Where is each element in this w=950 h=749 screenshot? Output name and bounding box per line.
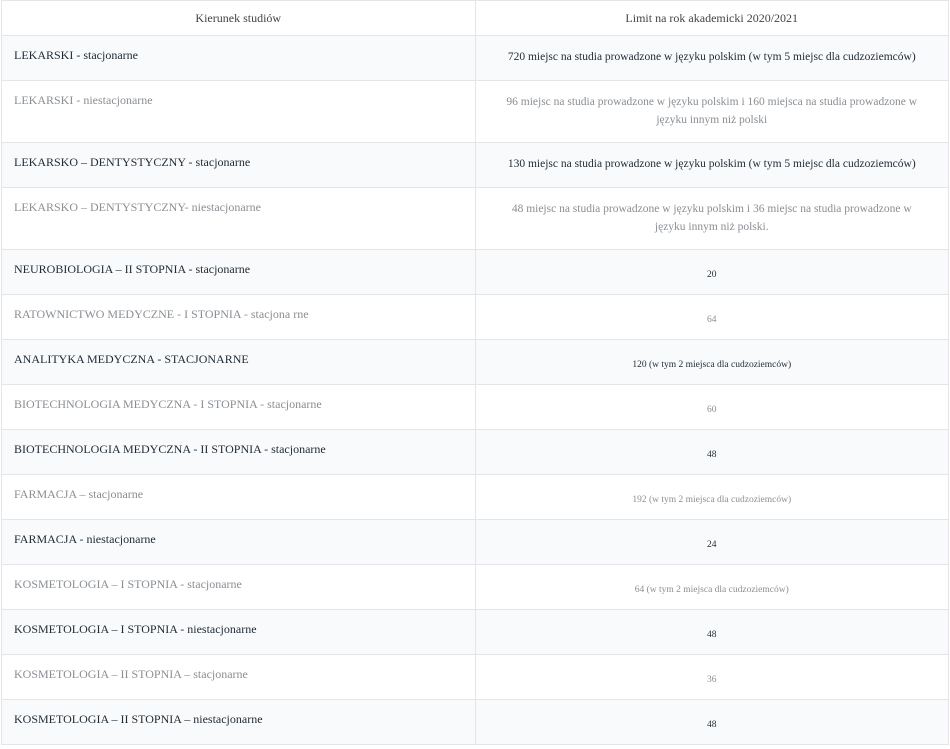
limit-cell: 48: [474, 609, 949, 655]
limit-cell: 24: [474, 519, 949, 565]
table-row: BIOTECHNOLOGIA MEDYCZNA - II STOPNIA - s…: [1, 429, 949, 475]
field-of-study-cell: FARMACJA - niestacjonarne: [1, 519, 476, 565]
limit-cell: 192 (w tym 2 miejsca dla cudzoziemców): [474, 474, 949, 520]
limit-cell: 130 miejsc na studia prowadzone w języku…: [474, 142, 949, 188]
limit-cell: 64: [474, 294, 949, 340]
field-of-study-cell: RATOWNICTWO MEDYCZNE - I STOPNIA - stacj…: [1, 294, 476, 340]
table-row: ANALITYKA MEDYCZNA - STACJONARNE 120 (w t…: [1, 339, 949, 385]
table-row: FARMACJA – stacjonarne 192 (w tym 2 miejs…: [1, 474, 949, 520]
table-row: LEKARSKO – DENTYSTYCZNY - stacjonarne 130…: [1, 142, 949, 188]
field-of-study-cell: KOSMETOLOGIA – I STOPNIA - stacjonarne: [1, 564, 476, 610]
limit-cell: 120 (w tym 2 miejsca dla cudzoziemców): [474, 339, 949, 385]
table-row: LEKARSKI - stacjonarne 720 miejsc na stud…: [1, 35, 949, 81]
field-of-study-cell: LEKARSKI - niestacjonarne: [1, 80, 476, 143]
limit-cell: 48 miejsc na studia prowadzone w języku …: [474, 187, 949, 250]
field-of-study-cell: ANALITYKA MEDYCZNA - STACJONARNE: [1, 339, 476, 385]
field-of-study-cell: FARMACJA – stacjonarne: [1, 474, 476, 520]
table-row: KOSMETOLOGIA – I STOPNIA - niestacjonarn…: [1, 609, 949, 655]
table-row: LEKARSKI - niestacjonarne 96 miejsc na st…: [1, 80, 949, 143]
table-row: BIOTECHNOLOGIA MEDYCZNA - I STOPNIA - st…: [1, 384, 949, 430]
table-row: RATOWNICTWO MEDYCZNE - I STOPNIA - stacj…: [1, 294, 949, 340]
limit-cell: 60: [474, 384, 949, 430]
table-row: KOSMETOLOGIA – I STOPNIA - stacjonarne 64…: [1, 564, 949, 610]
table-row: LEKARSKO – DENTYSTYCZNY- niestacjonarne 4…: [1, 187, 949, 250]
field-of-study-cell: KOSMETOLOGIA – II STOPNIA – niestacjonar…: [1, 699, 476, 745]
table-row: KOSMETOLOGIA – II STOPNIA – stacjonarne 3…: [1, 654, 949, 700]
table-row: KOSMETOLOGIA – II STOPNIA – niestacjonar…: [1, 699, 949, 745]
field-of-study-cell: LEKARSKO – DENTYSTYCZNY- niestacjonarne: [1, 187, 476, 250]
limit-cell: 20: [474, 249, 949, 295]
limit-cell: 64 (w tym 2 miejsca dla cudzoziemców): [474, 564, 949, 610]
field-of-study-cell: LEKARSKI - stacjonarne: [1, 35, 476, 81]
limit-cell: 96 miejsc na studia prowadzone w języku …: [474, 80, 949, 143]
table-row: FARMACJA - niestacjonarne 24: [1, 519, 949, 565]
field-of-study-cell: KOSMETOLOGIA – II STOPNIA – stacjonarne: [1, 654, 476, 700]
limit-cell: 48: [474, 699, 949, 745]
field-of-study-cell: BIOTECHNOLOGIA MEDYCZNA - II STOPNIA - s…: [1, 429, 476, 475]
limit-cell: 48: [474, 429, 949, 475]
table-header-row: Kierunek studiów Limit na rok akademicki…: [1, 0, 949, 36]
table-row: NEUROBIOLOGIA – II STOPNIA - stacjonarne…: [1, 249, 949, 295]
field-of-study-cell: NEUROBIOLOGIA – II STOPNIA - stacjonarne: [1, 249, 476, 295]
field-of-study-cell: LEKARSKO – DENTYSTYCZNY - stacjonarne: [1, 142, 476, 188]
field-of-study-cell: BIOTECHNOLOGIA MEDYCZNA - I STOPNIA - st…: [1, 384, 476, 430]
header-limit: Limit na rok akademicki 2020/2021: [474, 0, 949, 36]
limit-cell: 720 miejsc na studia prowadzone w języku…: [474, 35, 949, 81]
header-field-of-study: Kierunek studiów: [1, 0, 476, 36]
limit-cell: 36: [474, 654, 949, 700]
field-of-study-cell: KOSMETOLOGIA – I STOPNIA - niestacjonarn…: [1, 609, 476, 655]
